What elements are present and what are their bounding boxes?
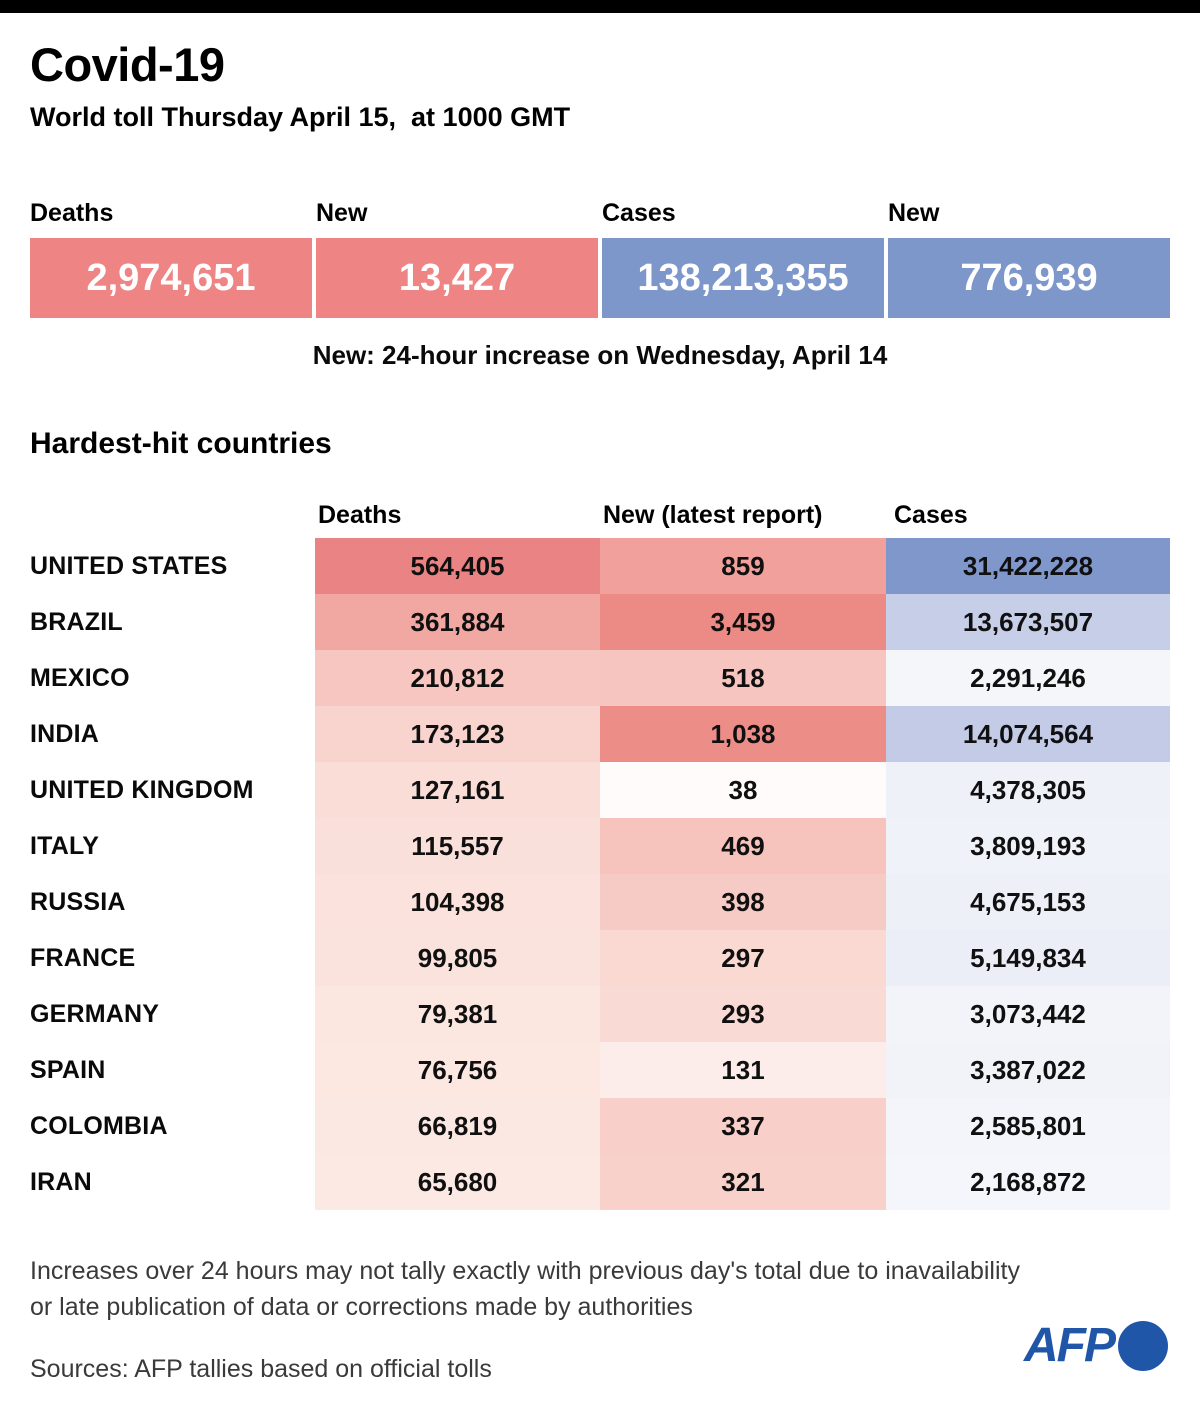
table-row: COLOMBIA 66,819 337 2,585,801	[30, 1098, 1170, 1154]
summary-box-new-deaths: 13,427	[316, 238, 598, 318]
summary-box-deaths: 2,974,651	[30, 238, 312, 318]
summary-labels-row: Deaths New Cases New	[30, 199, 1170, 228]
deaths-cell: 76,756	[315, 1042, 600, 1098]
new-cell: 131	[600, 1042, 886, 1098]
cases-cell: 3,073,442	[886, 986, 1170, 1042]
table-row: GERMANY 79,381 293 3,073,442	[30, 986, 1170, 1042]
cases-cell: 13,673,507	[886, 594, 1170, 650]
country-label: BRAZIL	[30, 594, 315, 650]
country-label: INDIA	[30, 706, 315, 762]
table-row: ITALY 115,557 469 3,809,193	[30, 818, 1170, 874]
summary-label-cases: Cases	[602, 199, 676, 227]
table-row: BRAZIL 361,884 3,459 13,673,507	[30, 594, 1170, 650]
country-label: UNITED KINGDOM	[30, 762, 315, 818]
new-cell: 3,459	[600, 594, 886, 650]
cases-cell: 14,074,564	[886, 706, 1170, 762]
cases-cell: 4,675,153	[886, 874, 1170, 930]
new-cell: 293	[600, 986, 886, 1042]
table-row: IRAN 65,680 321 2,168,872	[30, 1154, 1170, 1210]
top-black-bar	[0, 0, 1200, 13]
footnote-line-1: Increases over 24 hours may not tally ex…	[30, 1257, 1020, 1285]
cases-cell: 4,378,305	[886, 762, 1170, 818]
summary-box-new-cases: 776,939	[888, 238, 1170, 318]
table-row: UNITED STATES 564,405 859 31,422,228	[30, 538, 1170, 594]
table-row: INDIA 173,123 1,038 14,074,564	[30, 706, 1170, 762]
deaths-cell: 99,805	[315, 930, 600, 986]
new-cell: 337	[600, 1098, 886, 1154]
afp-logo-globe-icon	[1118, 1320, 1168, 1371]
cases-cell: 31,422,228	[886, 538, 1170, 594]
deaths-cell: 361,884	[315, 594, 600, 650]
section-title-hardest-hit: Hardest-hit countries	[30, 427, 332, 460]
summary-boxes-row: 2,974,651 13,427 138,213,355 776,939	[30, 238, 1170, 318]
cases-cell: 3,809,193	[886, 818, 1170, 874]
hardest-hit-table: UNITED STATES 564,405 859 31,422,228 BRA…	[30, 538, 1170, 1210]
new-cell: 1,038	[600, 706, 886, 762]
header-deaths: Deaths	[318, 501, 402, 529]
cases-cell: 3,387,022	[886, 1042, 1170, 1098]
table-row: RUSSIA 104,398 398 4,675,153	[30, 874, 1170, 930]
deaths-cell: 173,123	[315, 706, 600, 762]
summary-box-cases: 138,213,355	[602, 238, 884, 318]
table-row: FRANCE 99,805 297 5,149,834	[30, 930, 1170, 986]
summary-label-deaths: Deaths	[30, 199, 114, 227]
page-subtitle: World toll Thursday April 15, at 1000 GM…	[30, 102, 571, 132]
table-row: UNITED KINGDOM 127,161 38 4,378,305	[30, 762, 1170, 818]
deaths-cell: 104,398	[315, 874, 600, 930]
summary-label-new-deaths: New	[316, 199, 368, 227]
deaths-cell: 115,557	[315, 818, 600, 874]
table-row: MEXICO 210,812 518 2,291,246	[30, 650, 1170, 706]
country-label: GERMANY	[30, 986, 315, 1042]
new-cell: 297	[600, 930, 886, 986]
infographic-content: Covid-19 World toll Thursday April 15, a…	[0, 37, 1200, 1384]
country-label: MEXICO	[30, 650, 315, 706]
new-cell: 398	[600, 874, 886, 930]
country-label: ITALY	[30, 818, 315, 874]
afp-logo-text: AFP	[1024, 1319, 1116, 1372]
country-label: RUSSIA	[30, 874, 315, 930]
afp-logo: AFP	[1024, 1318, 1168, 1373]
new-cell: 469	[600, 818, 886, 874]
page-title: Covid-19	[30, 38, 225, 91]
cases-cell: 2,291,246	[886, 650, 1170, 706]
table-header-row: Deaths New (latest report) Cases	[30, 501, 1170, 530]
new-cell: 859	[600, 538, 886, 594]
footnote: Increases over 24 hours may not tally ex…	[30, 1254, 1030, 1325]
new-cell: 518	[600, 650, 886, 706]
cases-cell: 2,168,872	[886, 1154, 1170, 1210]
country-label: UNITED STATES	[30, 538, 315, 594]
country-label: FRANCE	[30, 930, 315, 986]
cases-cell: 5,149,834	[886, 930, 1170, 986]
table-row: SPAIN 76,756 131 3,387,022	[30, 1042, 1170, 1098]
sources-line: Sources: AFP tallies based on official t…	[30, 1355, 492, 1383]
country-label: SPAIN	[30, 1042, 315, 1098]
header-cases: Cases	[894, 501, 968, 529]
summary-note: New: 24-hour increase on Wednesday, Apri…	[312, 340, 888, 370]
footnote-line-2: or late publication of data or correctio…	[30, 1292, 693, 1321]
deaths-cell: 65,680	[315, 1154, 600, 1210]
deaths-cell: 127,161	[315, 762, 600, 818]
deaths-cell: 66,819	[315, 1098, 600, 1154]
deaths-cell: 210,812	[315, 650, 600, 706]
new-cell: 38	[600, 762, 886, 818]
country-label: COLOMBIA	[30, 1098, 315, 1154]
country-label: IRAN	[30, 1154, 315, 1210]
new-cell: 321	[600, 1154, 886, 1210]
summary-label-new-cases: New	[888, 199, 940, 227]
header-new: New (latest report)	[603, 501, 823, 529]
deaths-cell: 79,381	[315, 986, 600, 1042]
cases-cell: 2,585,801	[886, 1098, 1170, 1154]
header-spacer	[30, 501, 315, 530]
deaths-cell: 564,405	[315, 538, 600, 594]
